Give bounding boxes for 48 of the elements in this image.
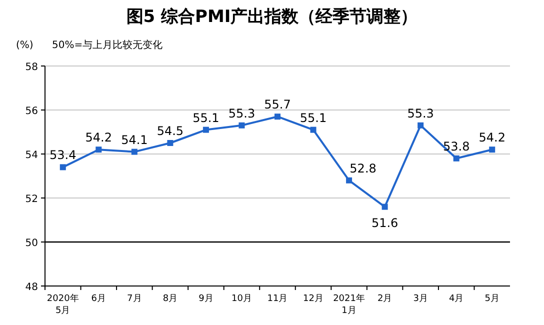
x-tick-label: 2020年 5月 [46,293,79,316]
data-label: 55.1 [192,110,220,125]
data-label: 55.1 [300,110,327,125]
x-tick-label: 9月 [198,294,214,304]
x-tick-label: 5月 [484,294,500,304]
y-axis-title: (%) [16,40,34,51]
point [310,126,316,133]
data-label: 51.6 [371,216,398,230]
point [238,122,245,128]
x-tick-label: 7月 [127,294,142,304]
data-label: 54.2 [85,130,112,145]
data-label: 55.3 [228,106,256,120]
data-label: 53.4 [50,148,76,162]
y-tick-label: 56 [25,106,38,117]
point [96,146,102,153]
y-tick-label: 48 [25,282,38,293]
y-tick-label: 58 [25,62,38,73]
data-label: 55.3 [407,106,434,120]
x-tick-label: 2月 [377,294,392,304]
data-label: 54.2 [478,130,506,145]
data-label: 54.5 [156,124,184,138]
x-tick-label: 4月 [448,294,464,304]
x-tick-label: 8月 [162,294,178,304]
y-tick-label: 52 [25,194,38,205]
x-tick-label: 3月 [413,294,428,304]
text: 50%=与上月比较无变化 [52,39,163,51]
x-tick-label: 12月 [303,294,324,304]
point [60,164,66,170]
x-tick-label: 2021年 1月 [333,293,365,316]
point [131,148,138,155]
point [453,155,460,162]
point [167,140,174,146]
data-label: 53.8 [442,139,470,154]
x-tick-label: 6月 [91,294,106,304]
chart-title: 图5 综合PMI产出指数（经季节调整） [126,7,418,27]
point [274,114,280,120]
point [418,122,424,128]
x-tick-label: 11月 [267,294,288,304]
y-tick-label: 50 [25,238,38,249]
point [202,126,209,133]
data-label: 52.8 [350,161,376,176]
data-label: 54.1 [121,132,148,147]
point [346,177,352,184]
point [382,204,388,210]
y-tick-label: 54 [25,150,38,161]
point [489,146,496,153]
data-label: 55.7 [264,98,291,112]
x-tick-label: 10月 [232,294,252,304]
